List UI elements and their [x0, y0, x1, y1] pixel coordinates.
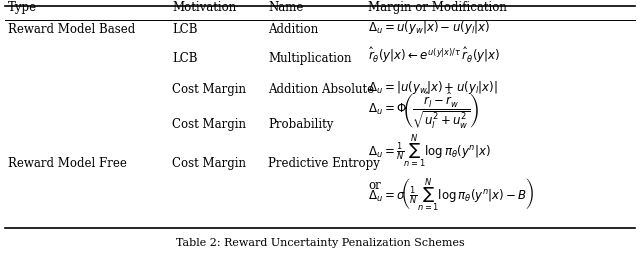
Text: or: or: [368, 179, 381, 192]
Text: Type: Type: [8, 1, 37, 14]
Text: Cost Margin: Cost Margin: [172, 157, 246, 170]
Text: LCB: LCB: [172, 23, 198, 36]
Text: Reward Model Free: Reward Model Free: [8, 157, 127, 170]
Text: $\Delta_u = \frac{1}{N}\sum_{n=1}^{N}\log \pi_\theta(y^n|x)$: $\Delta_u = \frac{1}{N}\sum_{n=1}^{N}\lo…: [368, 133, 491, 170]
Text: Cost Margin: Cost Margin: [172, 83, 246, 96]
Text: Addition Absolute: Addition Absolute: [268, 83, 374, 96]
Text: $\Delta_u = \Phi\!\left(\dfrac{\hat{r}_l - \hat{r}_w}{\sqrt{u_l^2 + u_w^2}}\righ: $\Delta_u = \Phi\!\left(\dfrac{\hat{r}_l…: [368, 91, 479, 131]
Text: Motivation: Motivation: [172, 1, 236, 14]
Text: LCB: LCB: [172, 52, 198, 65]
Text: $\Delta_u = \sigma\!\left(\frac{1}{N}\sum_{n=1}^{N}\log \pi_\theta(y^n|x) - B\ri: $\Delta_u = \sigma\!\left(\frac{1}{N}\su…: [368, 176, 534, 214]
Text: $\hat{r}_\theta(y|x) \leftarrow e^{u(y|x)/\tau}\,\hat{r}_\theta(y|x)$: $\hat{r}_\theta(y|x) \leftarrow e^{u(y|x…: [368, 45, 500, 65]
Text: Name: Name: [268, 1, 303, 14]
Text: Table 2: Reward Uncertainty Penalization Schemes: Table 2: Reward Uncertainty Penalization…: [175, 238, 465, 248]
Text: Margin or Modification: Margin or Modification: [368, 1, 507, 14]
Text: Multiplication: Multiplication: [268, 52, 351, 65]
Text: $\Delta_u = |u(y_w|x) + u(y_l|x)|$: $\Delta_u = |u(y_w|x) + u(y_l|x)|$: [368, 79, 498, 96]
Text: Probability: Probability: [268, 118, 333, 131]
Text: $\Delta_u = u(y_w|x) - u(y_l|x)$: $\Delta_u = u(y_w|x) - u(y_l|x)$: [368, 19, 490, 36]
Text: Cost Margin: Cost Margin: [172, 118, 246, 131]
Text: Reward Model Based: Reward Model Based: [8, 23, 135, 36]
Text: Addition: Addition: [268, 23, 318, 36]
Text: Predictive Entropy: Predictive Entropy: [268, 157, 380, 170]
